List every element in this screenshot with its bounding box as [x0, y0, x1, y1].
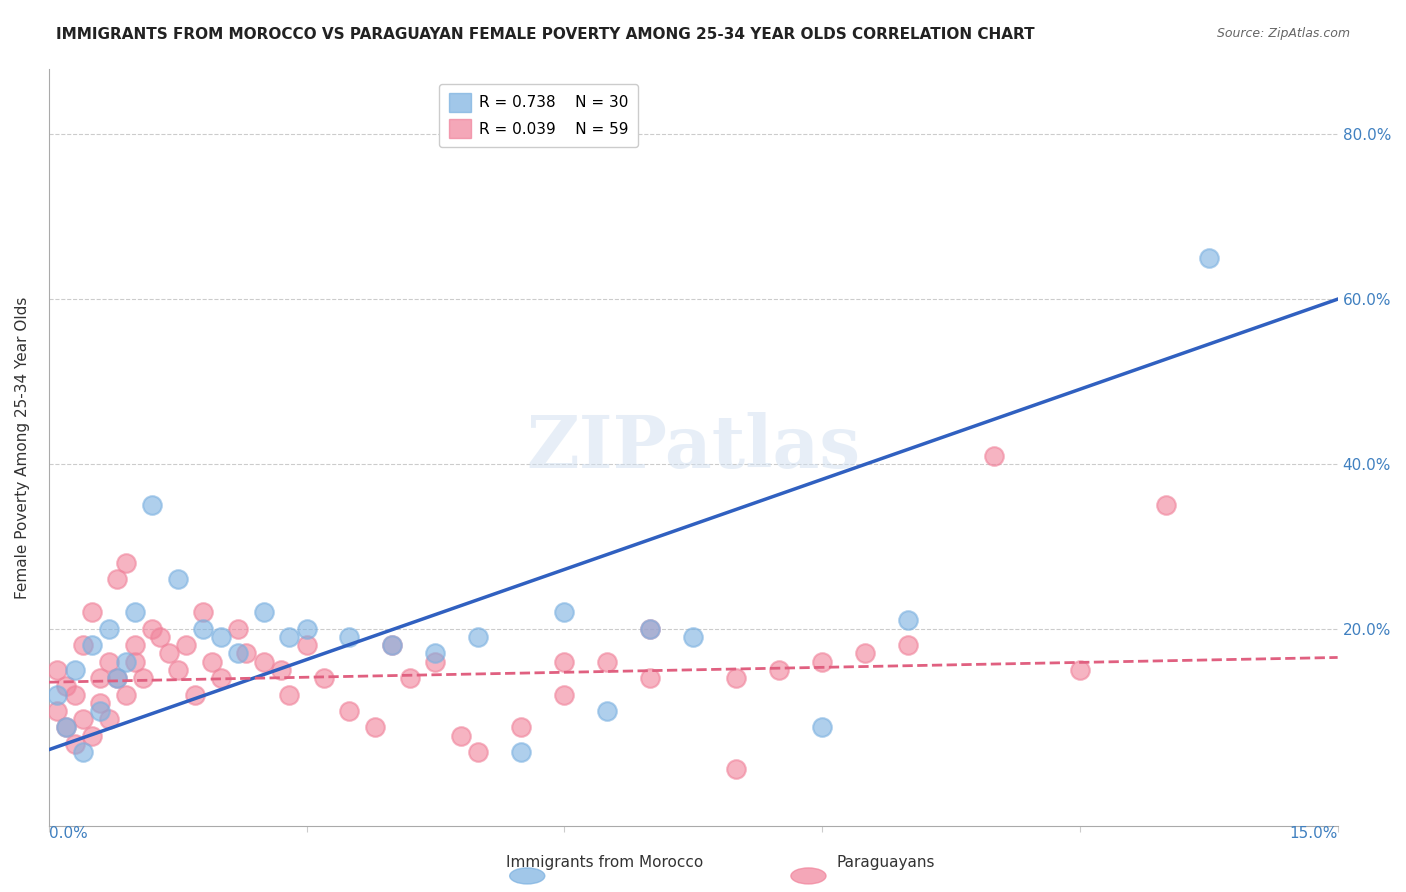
Point	[115, 655, 138, 669]
Point	[252, 655, 274, 669]
Text: 0.0%: 0.0%	[49, 826, 87, 841]
Point	[80, 729, 103, 743]
Point	[55, 721, 77, 735]
Text: ZIPatlas: ZIPatlas	[526, 412, 860, 483]
Point	[897, 614, 920, 628]
Point	[55, 721, 77, 735]
Point	[811, 655, 834, 669]
Point	[278, 688, 301, 702]
Point	[80, 638, 103, 652]
Point	[467, 630, 489, 644]
Point	[46, 704, 69, 718]
Point	[174, 638, 197, 652]
Point	[553, 688, 575, 702]
Point	[295, 638, 318, 652]
Point	[553, 605, 575, 619]
Point	[157, 646, 180, 660]
Point	[983, 449, 1005, 463]
Point	[201, 655, 224, 669]
Y-axis label: Female Poverty Among 25-34 Year Olds: Female Poverty Among 25-34 Year Olds	[15, 296, 30, 599]
Point	[725, 671, 748, 685]
Point	[226, 622, 249, 636]
Point	[553, 655, 575, 669]
Point	[107, 671, 129, 685]
Point	[89, 704, 111, 718]
Point	[295, 622, 318, 636]
Point	[897, 638, 920, 652]
Point	[638, 622, 661, 636]
Point	[63, 688, 86, 702]
Point	[209, 630, 232, 644]
Point	[193, 622, 215, 636]
Point	[46, 663, 69, 677]
Point	[425, 655, 447, 669]
Point	[339, 704, 361, 718]
Point	[115, 688, 138, 702]
Point	[209, 671, 232, 685]
Text: 15.0%: 15.0%	[1289, 826, 1337, 841]
Point	[72, 745, 94, 759]
Point	[638, 622, 661, 636]
Point	[97, 622, 120, 636]
Point	[398, 671, 420, 685]
Point	[450, 729, 472, 743]
Point	[853, 646, 876, 660]
Point	[339, 630, 361, 644]
Point	[63, 663, 86, 677]
Point	[166, 572, 188, 586]
Point	[124, 638, 146, 652]
Point	[312, 671, 335, 685]
Legend: R = 0.738    N = 30, R = 0.039    N = 59: R = 0.738 N = 30, R = 0.039 N = 59	[439, 84, 638, 147]
Point	[80, 605, 103, 619]
Point	[596, 704, 619, 718]
Point	[115, 556, 138, 570]
Point	[141, 622, 163, 636]
Point	[226, 646, 249, 660]
Point	[768, 663, 790, 677]
Point	[55, 679, 77, 693]
Point	[149, 630, 172, 644]
Point	[381, 638, 404, 652]
Point	[364, 721, 387, 735]
Point	[89, 696, 111, 710]
Point	[107, 671, 129, 685]
Point	[1198, 251, 1220, 265]
Point	[270, 663, 292, 677]
Point	[510, 745, 533, 759]
Point	[596, 655, 619, 669]
Point	[682, 630, 704, 644]
Point	[132, 671, 155, 685]
Point	[425, 646, 447, 660]
Text: Source: ZipAtlas.com: Source: ZipAtlas.com	[1216, 27, 1350, 40]
Point	[72, 712, 94, 726]
Point	[638, 671, 661, 685]
Point	[141, 498, 163, 512]
Point	[46, 688, 69, 702]
Point	[97, 712, 120, 726]
Point	[89, 671, 111, 685]
Point	[725, 762, 748, 776]
Point	[811, 721, 834, 735]
Point	[235, 646, 257, 660]
Text: IMMIGRANTS FROM MOROCCO VS PARAGUAYAN FEMALE POVERTY AMONG 25-34 YEAR OLDS CORRE: IMMIGRANTS FROM MOROCCO VS PARAGUAYAN FE…	[56, 27, 1035, 42]
Text: Paraguayans: Paraguayans	[837, 855, 935, 870]
Point	[1154, 498, 1177, 512]
Point	[166, 663, 188, 677]
Point	[467, 745, 489, 759]
Point	[97, 655, 120, 669]
Text: Immigrants from Morocco: Immigrants from Morocco	[506, 855, 703, 870]
Point	[193, 605, 215, 619]
Point	[381, 638, 404, 652]
Point	[63, 737, 86, 751]
Point	[278, 630, 301, 644]
Point	[184, 688, 207, 702]
Point	[510, 721, 533, 735]
Point	[72, 638, 94, 652]
Point	[107, 572, 129, 586]
Point	[124, 655, 146, 669]
Point	[1069, 663, 1091, 677]
Point	[124, 605, 146, 619]
Point	[252, 605, 274, 619]
